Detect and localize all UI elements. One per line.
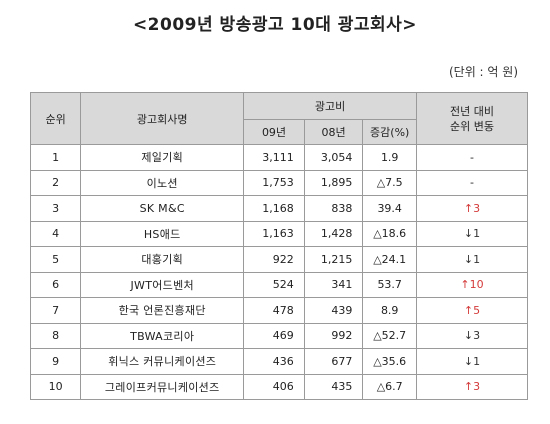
adcost-09-cell: 3,111 [243, 144, 305, 171]
rank-cell: 10 [29, 373, 82, 400]
adcost-09-cell: 406 [243, 373, 305, 400]
ranking-table: 순위 광고회사명 광고비 전년 대비 순위 변동 09년 08년 증감(%) 1… [29, 92, 529, 400]
rank-cell: 6 [29, 271, 82, 298]
adcost-09-cell: 469 [243, 322, 305, 349]
change-cell: △7.5 [362, 169, 417, 196]
rank-cell: 8 [29, 322, 82, 349]
rank-cell: 5 [29, 246, 82, 273]
adcost-08-cell: 838 [303, 195, 364, 222]
company-cell: 휘닉스 커뮤니케이션즈 [80, 348, 245, 375]
header-08: 08년 [303, 119, 364, 145]
company-cell: 제일기획 [80, 144, 245, 171]
rankchange-cell: ↓3 [415, 322, 529, 349]
company-cell: 대홍기획 [80, 246, 245, 273]
company-cell: HS애드 [80, 220, 245, 247]
adcost-09-cell: 922 [243, 246, 305, 273]
change-cell: 39.4 [362, 195, 417, 222]
rankchange-cell: - [415, 144, 529, 171]
page-title: <2009년 방송광고 10대 광고회사> [132, 15, 418, 35]
change-cell: 1.9 [362, 144, 417, 171]
header-adcost: 광고비 [243, 92, 417, 120]
header-rankchange: 전년 대비 순위 변동 [415, 92, 529, 145]
adcost-08-cell: 435 [303, 373, 364, 400]
company-cell: TBWA코리아 [80, 322, 245, 349]
rank-cell: 2 [29, 169, 82, 196]
adcost-09-cell: 524 [243, 271, 305, 298]
change-cell: 8.9 [362, 297, 417, 324]
table-row: 8 TBWA코리아 469 992 △52.7 ↓3 [29, 322, 529, 349]
adcost-08-cell: 677 [303, 348, 364, 375]
header-change: 증감(%) [362, 119, 417, 145]
rankchange-cell: ↓1 [415, 220, 529, 247]
adcost-08-cell: 3,054 [303, 144, 364, 171]
rank-cell: 7 [29, 297, 82, 324]
adcost-09-cell: 1,163 [243, 220, 305, 247]
rank-cell: 4 [29, 220, 82, 247]
table-row: 1 제일기획 3,111 3,054 1.9- [29, 144, 529, 171]
adcost-09-cell: 436 [243, 348, 305, 375]
adcost-08-cell: 1,895 [303, 169, 364, 196]
company-cell: 이노션 [80, 169, 245, 196]
rankchange-cell: - [415, 169, 529, 196]
change-cell: △6.7 [362, 373, 417, 400]
change-cell: △18.6 [362, 220, 417, 247]
adcost-08-cell: 1,428 [303, 220, 364, 247]
rank-cell: 9 [29, 348, 82, 375]
table-row: 3 SK M&C 1,168 838 39.4 ↑3 [29, 195, 529, 222]
adcost-08-cell: 341 [303, 271, 364, 298]
adcost-08-cell: 439 [303, 297, 364, 324]
table-row: 10 그레이프커뮤니케이션즈 406 435 △6.7 ↑3 [29, 373, 529, 400]
rankchange-cell: ↑3 [415, 373, 529, 400]
company-cell: 한국 언론진흥재단 [80, 297, 245, 324]
adcost-08-cell: 1,215 [303, 246, 364, 273]
table-row: 5 대홍기획 922 1,215 △24.1 ↓1 [29, 246, 529, 273]
table-row: 4 HS애드 1,163 1,428 △18.6 ↓1 [29, 220, 529, 247]
adcost-09-cell: 478 [243, 297, 305, 324]
unit-label: (단위 : 억 원) [448, 65, 518, 79]
rankchange-cell: ↑3 [415, 195, 529, 222]
table-row: 6 JWT어드벤처 524 341 53.7 ↑10 [29, 271, 529, 298]
adcost-09-cell: 1,753 [243, 169, 305, 196]
table-row: 2 이노션 1,753 1,895 △7.5- [29, 169, 529, 196]
rankchange-cell: ↑5 [415, 297, 529, 324]
adcost-08-cell: 992 [303, 322, 364, 349]
company-cell: JWT어드벤처 [80, 271, 245, 298]
company-cell: SK M&C [80, 195, 245, 222]
rankchange-cell: ↑10 [415, 271, 529, 298]
adcost-09-cell: 1,168 [243, 195, 305, 222]
header-09: 09년 [243, 119, 305, 145]
rankchange-cell: ↓1 [415, 348, 529, 375]
change-cell: △35.6 [362, 348, 417, 375]
change-cell: △52.7 [362, 322, 417, 349]
header-company: 광고회사명 [80, 92, 245, 145]
rank-cell: 1 [29, 144, 82, 171]
company-cell: 그레이프커뮤니케이션즈 [80, 373, 245, 400]
table-body: 1 제일기획 3,111 3,054 1.9-2 이노션 1,753 1,895 △7.5-3 S… [29, 144, 529, 400]
rank-cell: 3 [29, 195, 82, 222]
header-rank: 순위 [29, 92, 82, 145]
change-cell: △24.1 [362, 246, 417, 273]
table-row: 7 한국 언론진흥재단 478 439 8.9 ↑5 [29, 297, 529, 324]
rankchange-cell: ↓1 [415, 246, 529, 273]
table-row: 9 휘닉스 커뮤니케이션즈 436 677 △35.6 ↓1 [29, 348, 529, 375]
change-cell: 53.7 [362, 271, 417, 298]
